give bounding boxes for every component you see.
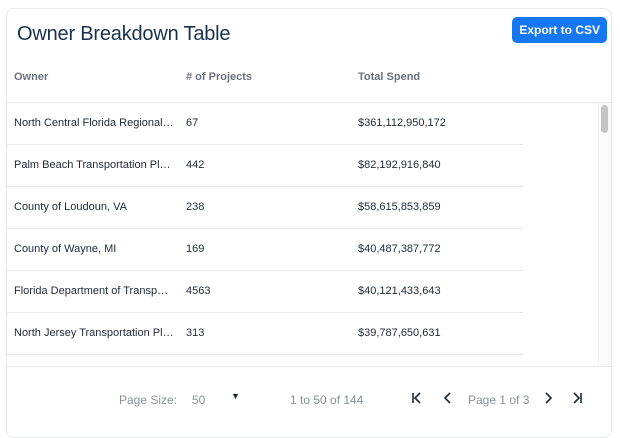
spend-cell: $58,615,853,859: [358, 201, 441, 213]
spend-cell: $39,787,650,631: [358, 327, 441, 339]
column-header-projects[interactable]: # of Projects: [186, 71, 253, 83]
owner-cell: North Jersey Transportation Plan...: [14, 327, 174, 339]
table-row[interactable]: Florida Department of Transporta... 4563…: [7, 271, 523, 313]
projects-cell: 67: [186, 117, 199, 129]
pagination-bar: Page Size: 50 ▼ 1 to 50 of 144 Page 1 of…: [7, 366, 611, 437]
next-page-icon[interactable]: [543, 391, 553, 405]
owner-breakdown-card: Owner Breakdown Table Export to CSV Owne…: [6, 8, 612, 438]
page-size-label: Page Size:: [119, 393, 178, 407]
page-indicator: Page 1 of 3: [468, 393, 530, 407]
scrollbar-thumb[interactable]: [601, 105, 608, 133]
owner-cell: North Central Florida Regional Pl...: [14, 117, 174, 129]
spend-cell: $361,112,950,172: [358, 117, 446, 129]
projects-cell: 4563: [186, 285, 211, 297]
column-header-owner[interactable]: Owner: [14, 71, 49, 83]
table-body: North Central Florida Regional Pl... 67 …: [7, 103, 523, 355]
table-row[interactable]: County of Wayne, MI 169 $40,487,387,772: [7, 229, 523, 271]
table-row[interactable]: Palm Beach Transportation Planni... 442 …: [7, 145, 523, 187]
prev-page-icon[interactable]: [443, 391, 453, 405]
spend-cell: $82,192,916,840: [358, 159, 441, 171]
owner-cell: Florida Department of Transporta...: [14, 285, 174, 297]
owner-cell: County of Wayne, MI: [14, 243, 117, 255]
vertical-scrollbar[interactable]: [598, 103, 611, 365]
table-row[interactable]: County of Loudoun, VA 238 $58,615,853,85…: [7, 187, 523, 229]
last-page-icon[interactable]: [571, 391, 583, 405]
caret-down-icon[interactable]: ▼: [231, 391, 240, 401]
projects-cell: 238: [186, 201, 205, 213]
table-row[interactable]: North Central Florida Regional Pl... 67 …: [7, 103, 523, 145]
export-csv-button[interactable]: Export to CSV: [512, 17, 607, 43]
owner-cell: Palm Beach Transportation Planni...: [14, 159, 174, 171]
table-header: Owner # of Projects Total Spend: [7, 53, 611, 103]
projects-cell: 442: [186, 159, 205, 171]
table-row[interactable]: North Jersey Transportation Plan... 313 …: [7, 313, 523, 355]
column-header-total-spend[interactable]: Total Spend: [358, 71, 421, 83]
first-page-icon[interactable]: [411, 391, 423, 405]
owner-cell: County of Loudoun, VA: [14, 201, 127, 213]
row-range-text: 1 to 50 of 144: [290, 393, 364, 407]
projects-cell: 313: [186, 327, 205, 339]
spend-cell: $40,121,433,643: [358, 285, 441, 297]
page-title: Owner Breakdown Table: [17, 23, 231, 45]
spend-cell: $40,487,387,772: [358, 243, 441, 255]
page-size-select[interactable]: 50: [192, 393, 206, 407]
projects-cell: 169: [186, 243, 205, 255]
